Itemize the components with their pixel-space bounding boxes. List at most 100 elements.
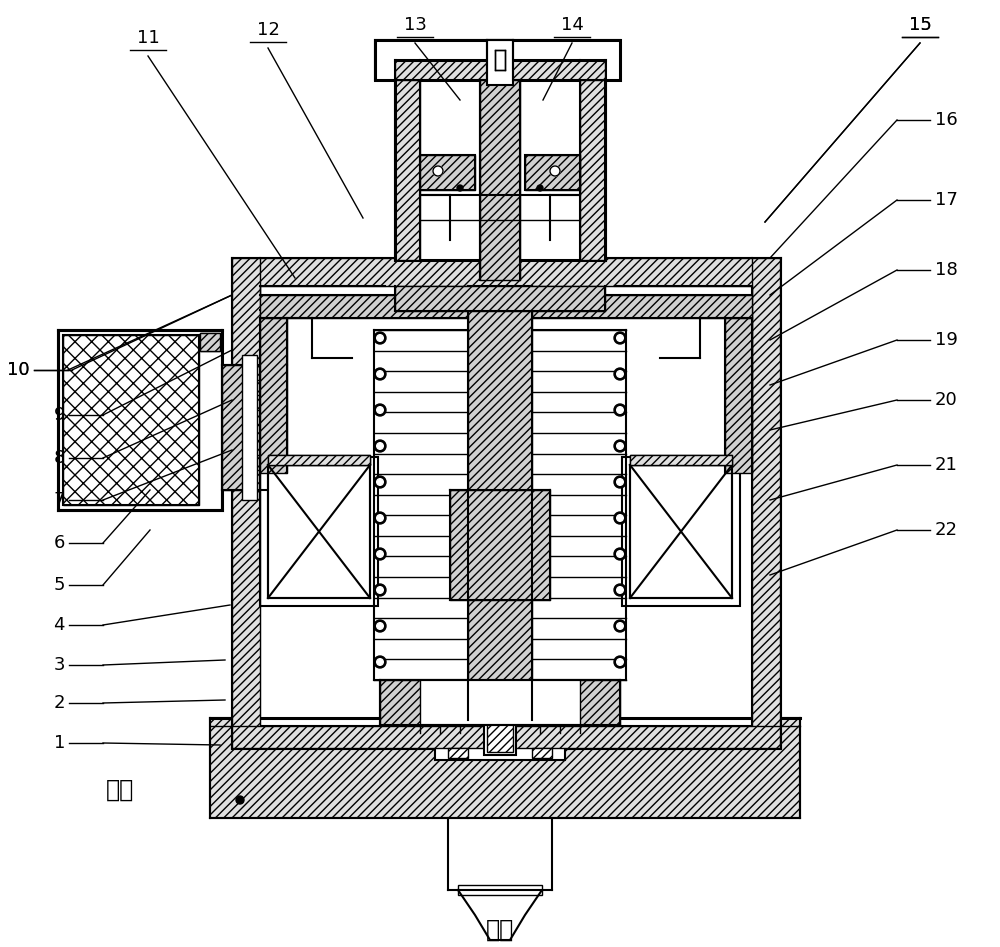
Bar — [380, 680, 620, 725]
Bar — [580, 680, 620, 725]
Bar — [420, 155, 475, 190]
Bar — [630, 455, 732, 465]
Circle shape — [617, 551, 623, 557]
Bar — [232, 258, 780, 748]
Bar — [487, 723, 513, 752]
Circle shape — [374, 368, 386, 380]
Circle shape — [374, 404, 386, 416]
Circle shape — [614, 476, 626, 488]
Bar — [232, 258, 260, 748]
Circle shape — [614, 620, 626, 632]
Bar — [420, 155, 475, 190]
Bar — [487, 40, 513, 85]
Text: 15: 15 — [909, 16, 931, 34]
Bar — [532, 748, 552, 758]
Bar — [525, 155, 580, 190]
Bar — [200, 333, 220, 351]
Text: 4: 4 — [54, 616, 65, 634]
Bar — [450, 490, 550, 600]
Bar — [200, 333, 220, 351]
Circle shape — [614, 332, 626, 344]
Circle shape — [614, 404, 626, 416]
Bar — [268, 455, 370, 465]
Circle shape — [614, 440, 626, 452]
Bar — [63, 335, 199, 505]
Text: 12: 12 — [257, 21, 279, 39]
Circle shape — [433, 166, 443, 176]
Bar — [458, 885, 542, 895]
Text: 6: 6 — [54, 534, 65, 552]
Circle shape — [617, 442, 623, 449]
Bar — [448, 748, 468, 758]
Circle shape — [377, 587, 383, 594]
Bar — [260, 457, 378, 606]
Circle shape — [377, 334, 383, 341]
Circle shape — [377, 406, 383, 413]
Circle shape — [614, 584, 626, 596]
Bar — [480, 80, 520, 280]
Circle shape — [377, 478, 383, 485]
Circle shape — [457, 185, 463, 191]
Text: 10: 10 — [7, 361, 30, 379]
Text: 18: 18 — [935, 261, 958, 279]
Circle shape — [617, 406, 623, 413]
Bar — [484, 720, 516, 755]
Bar — [375, 40, 620, 80]
Bar — [375, 40, 620, 80]
Text: 2: 2 — [54, 694, 65, 712]
Circle shape — [614, 512, 626, 524]
Text: 排气: 排气 — [106, 778, 134, 802]
Bar — [232, 258, 780, 286]
Bar — [725, 318, 752, 473]
Bar — [268, 465, 370, 598]
Text: 进气: 进气 — [486, 918, 514, 942]
Text: 7: 7 — [54, 491, 65, 509]
Bar — [480, 80, 520, 280]
Text: 1: 1 — [54, 734, 65, 752]
Circle shape — [617, 370, 623, 377]
Circle shape — [377, 370, 383, 377]
Text: 14: 14 — [561, 16, 583, 34]
Text: 11: 11 — [137, 29, 159, 47]
Bar — [752, 258, 780, 748]
Bar — [242, 355, 257, 500]
Bar — [260, 295, 752, 318]
Circle shape — [374, 656, 386, 668]
Bar — [525, 155, 580, 190]
Bar — [395, 60, 420, 260]
Bar — [495, 50, 505, 70]
Circle shape — [617, 334, 623, 341]
Bar — [210, 718, 800, 818]
Polygon shape — [458, 890, 542, 940]
Bar — [268, 455, 370, 465]
Text: 8: 8 — [54, 449, 65, 467]
Circle shape — [617, 623, 623, 630]
Circle shape — [374, 476, 386, 488]
Circle shape — [614, 368, 626, 380]
Text: 17: 17 — [935, 191, 958, 209]
Circle shape — [614, 656, 626, 668]
Circle shape — [550, 166, 560, 176]
Circle shape — [374, 332, 386, 344]
Bar — [260, 318, 287, 473]
Circle shape — [377, 442, 383, 449]
Circle shape — [377, 623, 383, 630]
Bar — [435, 715, 565, 760]
Text: 9: 9 — [54, 406, 65, 424]
Circle shape — [377, 659, 383, 666]
Text: 19: 19 — [935, 331, 958, 349]
Bar — [580, 60, 605, 260]
Circle shape — [374, 548, 386, 560]
Bar — [232, 726, 780, 748]
Circle shape — [374, 620, 386, 632]
Text: 20: 20 — [935, 391, 958, 409]
Circle shape — [617, 515, 623, 521]
Bar — [630, 455, 732, 465]
Bar — [630, 465, 732, 598]
Bar — [58, 330, 222, 510]
Bar — [63, 335, 199, 505]
Circle shape — [614, 548, 626, 560]
Text: 15: 15 — [909, 16, 931, 34]
Bar — [395, 286, 605, 311]
Circle shape — [374, 440, 386, 452]
